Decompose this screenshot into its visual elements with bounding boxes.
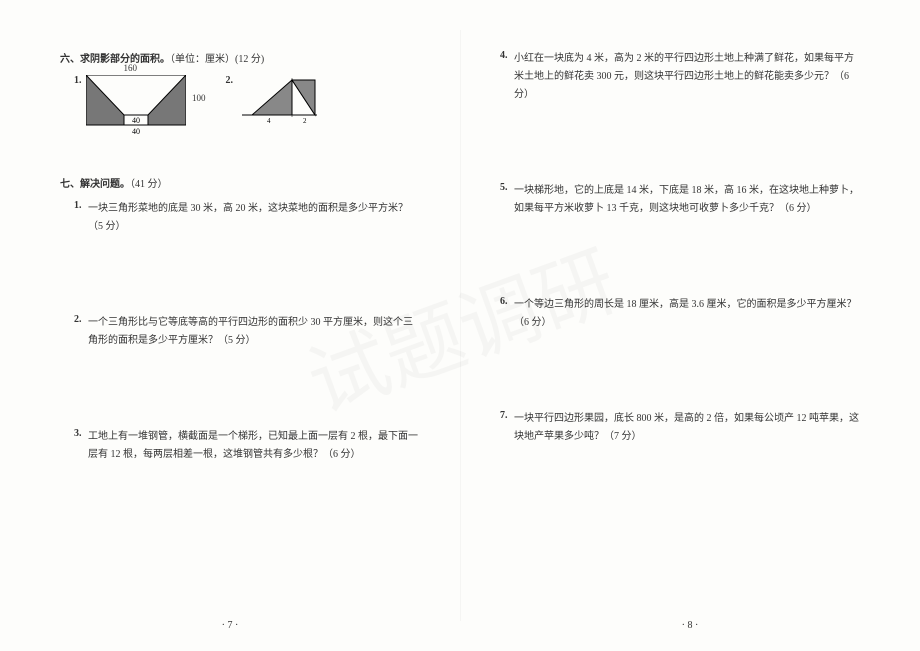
fig2-num: 2. (226, 75, 234, 86)
q3-text: 工地上有一堆钢管，横截面是一个梯形，已知最上面一层有 2 根，最下面一层有 12… (88, 428, 420, 464)
q7: 7. 一块平行四边形果园，底长 800 米，是高的 2 倍，如果每公顷产 12 … (500, 410, 860, 446)
figures-row: 1. 160 100 40 40 (74, 75, 420, 135)
svg-text:40: 40 (132, 127, 140, 135)
fig1-num: 1. (74, 75, 82, 86)
section-6-title-pts: （单位：厘米）(12 分) (170, 54, 264, 65)
svg-text:4: 4 (267, 117, 271, 125)
q4-num: 4. (500, 50, 514, 104)
page-left: 六、求阴影部分的面积。（单位：厘米）(12 分) 1. 160 100 40 (0, 0, 460, 651)
page-num-left: · 7 · (222, 620, 239, 631)
fig2-svg: 4 2 (237, 75, 317, 125)
q2-text: 一个三角形比与它等底等高的平行四边形的面积少 30 平方厘米，则这个三角形的面积… (88, 314, 420, 350)
q2: 2. 一个三角形比与它等底等高的平行四边形的面积少 30 平方厘米，则这个三角形… (74, 314, 420, 350)
section-6-title-text: 六、求阴影部分的面积。 (60, 54, 170, 65)
q5-num: 5. (500, 182, 514, 218)
fig1-right-label: 100 (192, 93, 206, 103)
q3-num: 3. (74, 428, 88, 464)
q6-num: 6. (500, 296, 514, 332)
svg-text:40: 40 (132, 116, 140, 125)
section-6-title: 六、求阴影部分的面积。（单位：厘米）(12 分) (60, 50, 420, 65)
q3: 3. 工地上有一堆钢管，横截面是一个梯形，已知最上面一层有 2 根，最下面一层有… (74, 428, 420, 464)
q1-num: 1. (74, 200, 88, 236)
section-7-title: 七、解决问题。（41 分） (60, 175, 420, 190)
section-7-title-pts: （41 分） (130, 179, 168, 190)
fig1-top-label: 160 (124, 63, 138, 73)
fig1-svg: 40 40 (86, 75, 186, 135)
figure-1: 1. 160 100 40 40 (74, 75, 186, 135)
q5: 5. 一块梯形地，它的上底是 14 米，下底是 18 米，高 16 米，在这块地… (500, 182, 860, 218)
page-num-right: · 8 · (682, 620, 699, 631)
q6: 6. 一个等边三角形的周长是 18 厘米，高是 3.6 厘米，它的面积是多少平方… (500, 296, 860, 332)
svg-text:2: 2 (303, 117, 307, 125)
section-7-title-text: 七、解决问题。 (60, 179, 130, 190)
q1: 1. 一块三角形菜地的底是 30 米，高 20 米，这块菜地的面积是多少平方米？… (74, 200, 420, 236)
worksheet-spread: 试题调研 六、求阴影部分的面积。（单位：厘米）(12 分) 1. 160 100 (0, 0, 920, 651)
q2-num: 2. (74, 314, 88, 350)
q7-text: 一块平行四边形果园，底长 800 米，是高的 2 倍，如果每公顷产 12 吨苹果… (514, 410, 860, 446)
q1-text: 一块三角形菜地的底是 30 米，高 20 米，这块菜地的面积是多少平方米？（5 … (88, 200, 420, 236)
q4: 4. 小红在一块底为 4 米，高为 2 米的平行四边形土地上种满了鲜花，如果每平… (500, 50, 860, 104)
q7-num: 7. (500, 410, 514, 446)
q5-text: 一块梯形地，它的上底是 14 米，下底是 18 米，高 16 米，在这块地上种萝… (514, 182, 860, 218)
q6-text: 一个等边三角形的周长是 18 厘米，高是 3.6 厘米，它的面积是多少平方厘米？… (514, 296, 860, 332)
figure-2: 2. 4 2 (226, 75, 318, 135)
q4-text: 小红在一块底为 4 米，高为 2 米的平行四边形土地上种满了鲜花，如果每平方米土… (514, 50, 860, 104)
page-right: 4. 小红在一块底为 4 米，高为 2 米的平行四边形土地上种满了鲜花，如果每平… (460, 0, 920, 651)
